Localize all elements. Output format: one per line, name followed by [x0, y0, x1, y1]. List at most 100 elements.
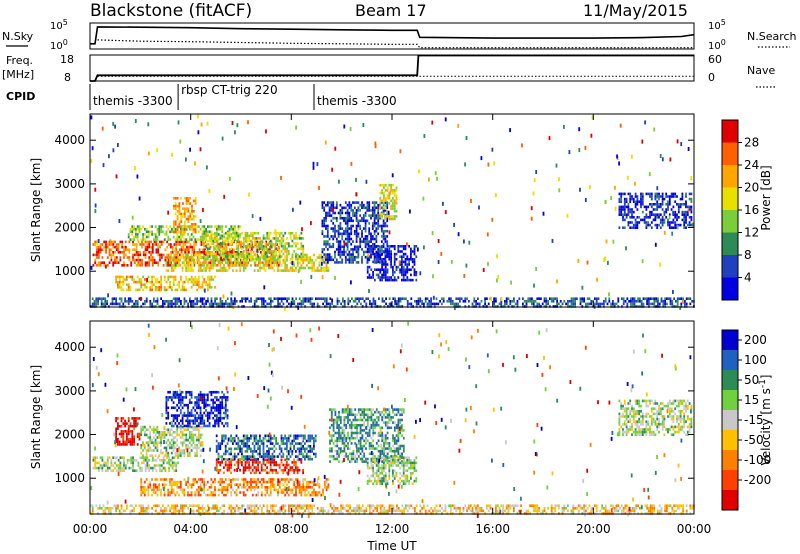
data-cell [226, 486, 229, 489]
data-cell [282, 239, 285, 243]
data-cell [168, 264, 170, 267]
data-cell [349, 300, 351, 303]
data-cell [135, 227, 137, 231]
data-cell [117, 427, 119, 431]
data-cell [250, 297, 252, 300]
data-cell [259, 257, 261, 261]
data-cell [348, 240, 351, 243]
data-cell [277, 255, 279, 258]
data-cell [656, 226, 659, 229]
data-cell [401, 255, 403, 258]
data-cell [344, 255, 347, 259]
data-cell [153, 283, 155, 286]
data-cell [121, 240, 124, 244]
data-cell [352, 248, 354, 251]
data-cell [137, 258, 140, 262]
data-cell [214, 488, 216, 492]
data-cell [259, 297, 261, 300]
data-cell [140, 278, 143, 281]
data-cell [117, 243, 120, 246]
data-cell [143, 488, 146, 492]
data-cell [118, 424, 121, 428]
data-cell [250, 480, 252, 484]
data-cell [291, 252, 294, 256]
data-cell [209, 251, 212, 254]
data-cell [379, 245, 381, 249]
data-cell [307, 266, 310, 270]
data-cell [190, 491, 193, 494]
data-cell [368, 206, 371, 210]
data-cell [368, 276, 371, 279]
data-cell [201, 433, 204, 437]
data-cell [309, 300, 312, 303]
data-cell [264, 468, 267, 472]
scatter-cell [367, 252, 370, 257]
data-cell [191, 245, 194, 249]
data-cell [430, 302, 432, 306]
data-cell [654, 195, 657, 198]
data-cell [244, 300, 247, 303]
data-cell [172, 264, 175, 267]
data-cell [205, 230, 207, 234]
data-cell [163, 233, 166, 236]
data-cell [210, 264, 213, 267]
data-cell [390, 265, 392, 269]
scatter-cell [291, 254, 294, 259]
data-cell [652, 203, 655, 206]
data-cell [179, 441, 182, 444]
data-cell [152, 491, 155, 494]
data-cell [378, 297, 380, 300]
data-cell [171, 459, 174, 462]
data-cell [630, 297, 632, 300]
data-cell [241, 461, 243, 464]
data-cell [346, 219, 349, 223]
data-cell [328, 201, 331, 204]
data-cell [215, 450, 218, 453]
data-cell [377, 273, 380, 277]
data-cell [300, 247, 303, 251]
data-cell [156, 288, 159, 292]
data-cell [142, 428, 144, 431]
data-cell [131, 443, 134, 446]
data-cell [451, 302, 454, 306]
data-cell [309, 258, 312, 262]
data-cell [625, 200, 628, 203]
data-cell [348, 216, 351, 220]
data-cell [138, 288, 141, 292]
data-cell [393, 278, 396, 282]
data-cell [148, 469, 151, 472]
data-cell [300, 257, 303, 261]
data-cell [393, 217, 396, 221]
data-cell [172, 483, 175, 486]
data-cell [413, 250, 416, 253]
data-cell [248, 252, 251, 256]
data-cell [151, 275, 153, 279]
data-cell [377, 224, 380, 228]
data-cell [198, 238, 200, 241]
data-cell [165, 451, 168, 455]
data-cell [176, 210, 179, 213]
data-cell [250, 252, 252, 256]
data-cell [174, 258, 177, 262]
data-cell [262, 478, 265, 481]
data-cell [144, 466, 147, 470]
data-cell [117, 280, 119, 284]
data-cell [237, 478, 240, 481]
data-cell [198, 248, 201, 251]
data-cell [117, 424, 119, 428]
data-cell [667, 208, 669, 211]
data-cell [174, 197, 177, 200]
data-cell [214, 480, 216, 484]
data-cell [298, 237, 301, 240]
data-cell [158, 436, 161, 439]
data-cell [287, 244, 290, 248]
scatter-cell [437, 239, 440, 243]
data-cell [645, 223, 648, 227]
data-cell [410, 268, 412, 271]
data-cell [223, 255, 225, 258]
data-cell [334, 227, 336, 230]
data-cell [232, 458, 234, 462]
data-cell [224, 478, 227, 481]
data-cell [201, 225, 204, 228]
data-cell [194, 261, 197, 265]
